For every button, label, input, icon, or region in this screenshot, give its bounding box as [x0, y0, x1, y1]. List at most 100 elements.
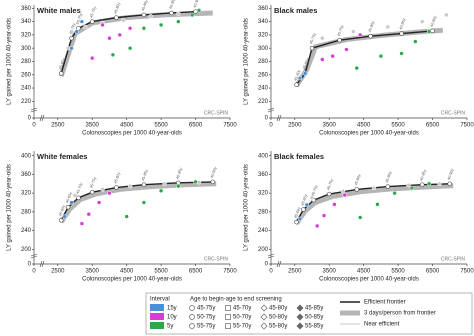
- y-tick-label: 340: [258, 19, 269, 25]
- x-tick-label: 0: [269, 269, 273, 275]
- frontier-point: [114, 185, 119, 190]
- point-label: 50-75y: [76, 13, 84, 25]
- point: [321, 213, 327, 218]
- point: [148, 14, 154, 19]
- point: [86, 211, 92, 217]
- point: [320, 57, 325, 62]
- point-label: 40-85y: [419, 169, 427, 181]
- point-label: 45-65y: [301, 194, 309, 206]
- frontier-point: [385, 184, 391, 189]
- y-axis-label: LY gained per 1000 40-year-olds: [7, 164, 13, 251]
- point: [83, 24, 88, 30]
- y-tick-label: 360: [21, 172, 32, 178]
- point: [162, 181, 167, 187]
- y-tick-label: 220: [21, 99, 32, 105]
- legend-label: 55-85y: [305, 324, 323, 330]
- point-label: 45-75y: [89, 6, 97, 18]
- point: [444, 12, 449, 18]
- point-label: 40-85y: [399, 18, 407, 30]
- y-tick-label: 280: [21, 209, 32, 215]
- point: [354, 65, 360, 71]
- legend-marker: [189, 305, 195, 311]
- annotation: CRC-SPIN: [204, 256, 229, 262]
- point-label: 45-80y: [113, 2, 121, 14]
- frontier-band: [294, 183, 454, 225]
- frontier-point: [301, 207, 306, 212]
- frontier-band: [294, 27, 444, 88]
- point-label: 45-70y: [309, 33, 317, 45]
- y-tick-label: 280: [21, 59, 32, 65]
- frontier-point: [114, 15, 119, 20]
- legend-label: 55-80y: [269, 324, 287, 330]
- annotation: CRC-SPIN: [441, 110, 466, 116]
- point: [127, 183, 133, 189]
- point: [96, 200, 102, 205]
- point-label: 45-60y: [294, 69, 302, 81]
- point: [320, 35, 325, 41]
- x-tick-label: 3500: [323, 123, 337, 129]
- x-axis-label: Colonoscopies per 1000 40-year-olds: [319, 131, 419, 137]
- chart-title: Black females: [274, 152, 324, 161]
- point: [196, 8, 202, 13]
- point-label: 45-75y: [89, 177, 97, 189]
- point: [74, 29, 79, 34]
- point-label: 40-85y: [175, 167, 183, 179]
- point: [79, 221, 85, 226]
- x-tick-label: 5500: [154, 123, 168, 129]
- frontier-point: [326, 191, 332, 197]
- point-label: 45-70y: [69, 23, 77, 35]
- legend-label: 45-75y: [197, 306, 215, 312]
- y-tick-label: 360: [258, 6, 269, 12]
- point-label: 45-85y: [141, 0, 149, 12]
- point-label: 45-80y: [354, 174, 362, 186]
- x-tick-label: 3500: [86, 269, 100, 275]
- point: [399, 51, 404, 56]
- y-tick-label: 0: [265, 116, 269, 122]
- y-tick-label: 0: [28, 262, 32, 268]
- y-tick-label: 260: [258, 72, 269, 78]
- point-label: 45-60y: [58, 205, 66, 217]
- y-tick-label: 300: [258, 46, 269, 52]
- x-axis-label: Colonoscopies per 1000 40-year-olds: [82, 277, 182, 283]
- legend-label: 10y: [167, 315, 177, 321]
- point-label: 40-90y: [430, 15, 438, 27]
- y-tick-label: 400: [258, 153, 269, 159]
- point: [375, 202, 380, 207]
- legend-box: [145, 292, 473, 335]
- point: [100, 187, 105, 192]
- y-tick-label: 280: [258, 59, 269, 65]
- x-tick-label: 0: [32, 269, 36, 275]
- legend-marker: [225, 314, 231, 320]
- point: [176, 183, 181, 189]
- legend-label: 15y: [167, 306, 177, 312]
- point: [437, 181, 442, 187]
- point: [371, 185, 377, 191]
- point: [193, 179, 198, 185]
- point: [351, 29, 356, 34]
- y-tick-label: 200: [258, 247, 269, 253]
- point: [378, 53, 384, 59]
- point: [357, 215, 363, 220]
- x-tick-label: 7500: [460, 269, 474, 275]
- point: [141, 200, 147, 205]
- frontier-point: [169, 10, 174, 16]
- x-tick-label: 2500: [288, 123, 302, 129]
- point: [297, 75, 303, 81]
- legend-marker: [260, 313, 268, 321]
- point: [127, 26, 133, 31]
- point-label: 45-80y: [368, 21, 376, 33]
- chart-title: White females: [37, 152, 87, 161]
- x-tick-label: 0: [32, 123, 36, 129]
- legend-marker: [189, 323, 195, 329]
- point-label: 40-90y: [447, 168, 455, 180]
- x-tick-label: 3500: [86, 123, 100, 129]
- annotation: CRC-SPIN: [441, 256, 466, 262]
- frontier-point: [89, 189, 95, 195]
- point: [297, 216, 303, 222]
- point: [89, 55, 95, 61]
- point: [344, 47, 349, 52]
- legend-marker: [260, 322, 268, 330]
- legend-title: Interval: [150, 297, 170, 303]
- legend-label: 45-85y: [305, 306, 323, 312]
- y-tick-label: 280: [258, 209, 269, 215]
